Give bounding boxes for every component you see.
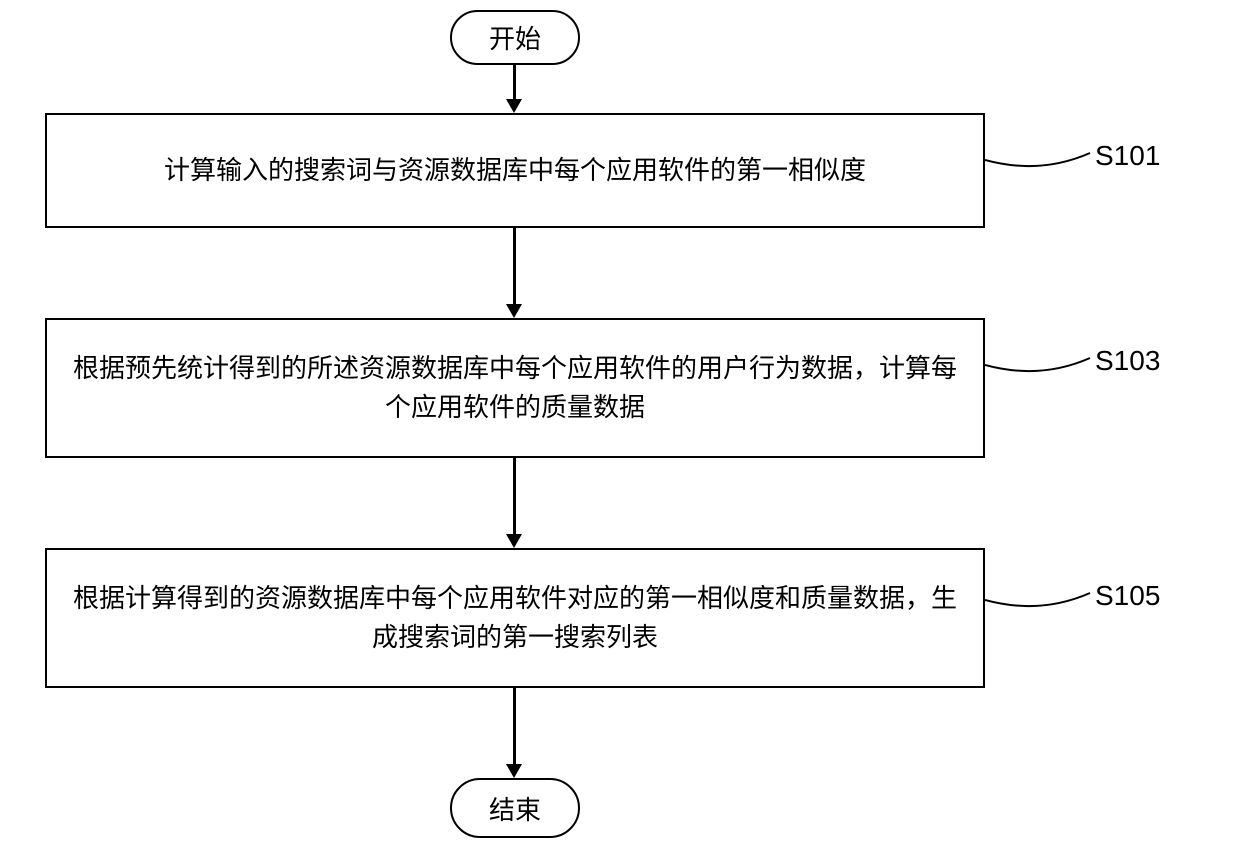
- connector-s103: [985, 345, 1095, 380]
- label-s103: S103: [1095, 345, 1160, 377]
- flowchart-container: 开始 计算输入的搜索词与资源数据库中每个应用软件的第一相似度 S101 根据预先…: [0, 0, 1240, 865]
- label-s101: S101: [1095, 140, 1160, 172]
- process-s105-text: 根据计算得到的资源数据库中每个应用软件对应的第一相似度和质量数据，生成搜索词的第…: [67, 579, 963, 657]
- process-s105: 根据计算得到的资源数据库中每个应用软件对应的第一相似度和质量数据，生成搜索词的第…: [45, 548, 985, 688]
- arrow-1-head: [506, 99, 522, 113]
- connector-s105: [985, 580, 1095, 615]
- start-node: 开始: [450, 10, 580, 65]
- end-node: 结束: [450, 778, 580, 838]
- arrow-4: [513, 688, 516, 765]
- arrow-2: [513, 228, 516, 305]
- connector-s101: [985, 140, 1095, 175]
- process-s103: 根据预先统计得到的所述资源数据库中每个应用软件的用户行为数据，计算每个应用软件的…: [45, 318, 985, 458]
- arrow-3-head: [506, 534, 522, 548]
- process-s101: 计算输入的搜索词与资源数据库中每个应用软件的第一相似度: [45, 113, 985, 228]
- arrow-3: [513, 458, 516, 535]
- label-s105: S105: [1095, 580, 1160, 612]
- arrow-1: [513, 65, 516, 100]
- arrow-4-head: [506, 764, 522, 778]
- arrow-2-head: [506, 304, 522, 318]
- process-s103-text: 根据预先统计得到的所述资源数据库中每个应用软件的用户行为数据，计算每个应用软件的…: [67, 349, 963, 427]
- end-text: 结束: [489, 790, 541, 827]
- process-s101-text: 计算输入的搜索词与资源数据库中每个应用软件的第一相似度: [164, 151, 866, 190]
- start-text: 开始: [489, 19, 541, 56]
